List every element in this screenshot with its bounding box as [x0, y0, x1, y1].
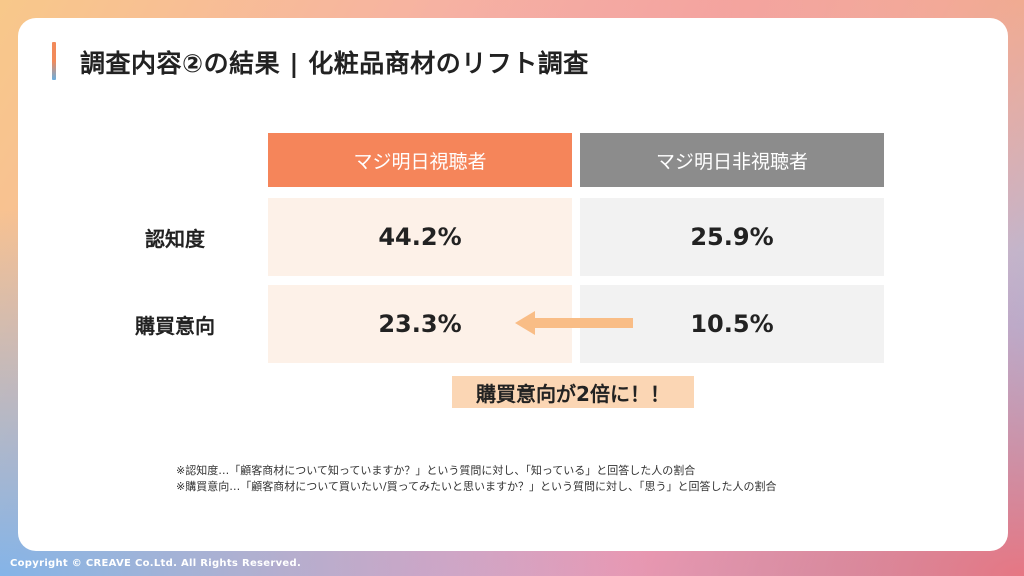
- awareness-viewer-value: 44.2%: [268, 198, 572, 276]
- header-viewer: マジ明日視聴者: [268, 133, 572, 187]
- left-arrow-icon: [515, 311, 633, 335]
- footnote-purchase-intent: ※購買意向…「顧客商材について買いたい/買ってみたいと思いますか？」という質問に…: [176, 480, 777, 493]
- callout-badge: 購買意向が2倍に！！: [452, 376, 694, 408]
- title-accent-bar: [52, 42, 56, 80]
- slide-title: 調査内容②の結果 | 化粧品商材のリフト調査: [80, 49, 589, 78]
- slide-card: [18, 18, 1008, 551]
- row-label-awareness: 認知度: [145, 226, 205, 251]
- awareness-non-viewer-value: 25.9%: [580, 198, 884, 276]
- footnote-awareness: ※認知度…「顧客商材について知っていますか？」という質問に対し、「知っている」と…: [176, 464, 696, 477]
- footnotes: ※認知度…「顧客商材について知っていますか？」という質問に対し、「知っている」と…: [176, 463, 777, 495]
- header-non-viewer: マジ明日非視聴者: [580, 133, 884, 187]
- copyright-text: Copyright © CREAVE Co.Ltd. All Rights Re…: [10, 558, 302, 569]
- row-label-purchase-intent: 購買意向: [135, 313, 215, 338]
